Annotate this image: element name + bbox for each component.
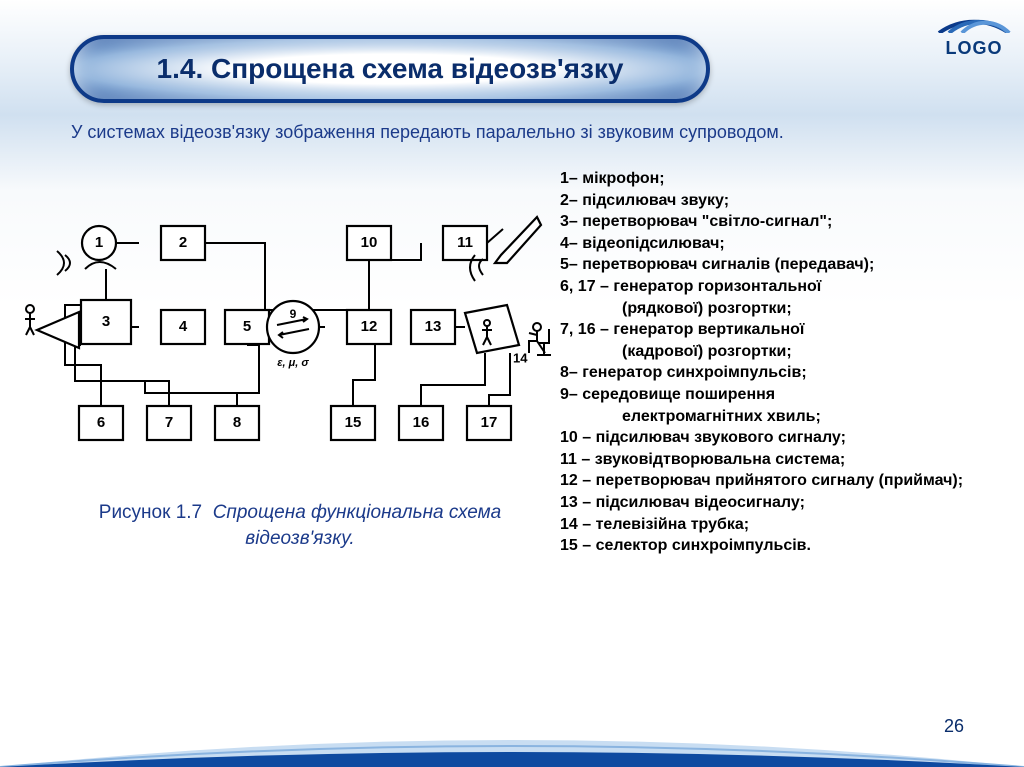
svg-text:6: 6 [97,414,105,431]
legend-item: 1– мікрофон; [560,168,1015,190]
legend-list: 1– мікрофон;2– підсилювач звуку;3– перет… [560,168,1015,557]
svg-text:8: 8 [233,414,241,431]
figure-caption: Рисунок 1.7 Спрощена функціональна схема… [60,500,540,551]
svg-text:4: 4 [179,318,188,335]
intro-text: У системах відеозв'язку зображення перед… [71,122,784,142]
legend-item: 11 – звуковідтворювальна система; [560,449,1015,471]
legend-item: 13 – підсилювач відеосигналу; [560,492,1015,514]
legend-item: 2– підсилювач звуку; [560,190,1015,212]
footer-arcs-icon [0,731,1024,767]
slide-title: 1.4. Спрощена схема відеозв'язку [157,53,624,85]
legend-item: 6, 17 – генератор горизонтальної [560,276,1015,298]
svg-text:16: 16 [413,414,430,431]
slide-title-pill: 1.4. Спрощена схема відеозв'язку [70,35,710,103]
svg-text:9: 9 [290,307,297,321]
logo-arcs-icon [934,5,1014,33]
legend-item: 12 – перетворювач прийнятого сигналу (пр… [560,470,1015,492]
logo-text: LOGO [934,38,1014,59]
svg-text:1: 1 [95,234,103,251]
svg-text:17: 17 [481,414,498,431]
svg-text:7: 7 [165,414,173,431]
svg-text:11: 11 [457,234,473,251]
legend-item: 15 – селектор синхроімпульсів. [560,535,1015,557]
logo-badge: LOGO [934,5,1014,59]
intro-paragraph: У системах відеозв'язку зображення перед… [45,120,994,144]
svg-text:2: 2 [179,234,187,251]
legend-item-sub: (кадрової) розгортки; [560,341,1015,363]
svg-text:14: 14 [513,350,528,365]
svg-text:10: 10 [361,234,378,251]
svg-text:5: 5 [243,318,251,335]
block-diagram: 123456789ε, μ, σ1011121315161714 [15,190,557,480]
legend-item: 8– генератор синхроімпульсів; [560,362,1015,384]
legend-item-sub: (рядкової) розгортки; [560,298,1015,320]
legend-item: 7, 16 – генератор вертикальної [560,319,1015,341]
legend-item: 4– відеопідсилювач; [560,233,1015,255]
caption-label: Рисунок 1.7 [99,502,202,523]
legend-item: 9– середовище поширення [560,384,1015,406]
legend-item: 10 – підсилювач звукового сигналу; [560,427,1015,449]
legend-item: 3– перетворювач "світло-сигнал"; [560,211,1015,233]
caption-text: Спрощена функціональна схема відеозв'язк… [213,502,502,549]
legend-item: 5– перетворювач сигналів (передавач); [560,254,1015,276]
legend-item-sub: електромагнітних хвиль; [560,406,1015,428]
svg-text:13: 13 [425,318,442,335]
svg-text:ε, μ, σ: ε, μ, σ [277,357,309,369]
svg-text:12: 12 [361,318,378,335]
legend-item: 14 – телевізійна трубка; [560,514,1015,536]
svg-text:15: 15 [345,414,362,431]
svg-text:3: 3 [102,313,110,330]
